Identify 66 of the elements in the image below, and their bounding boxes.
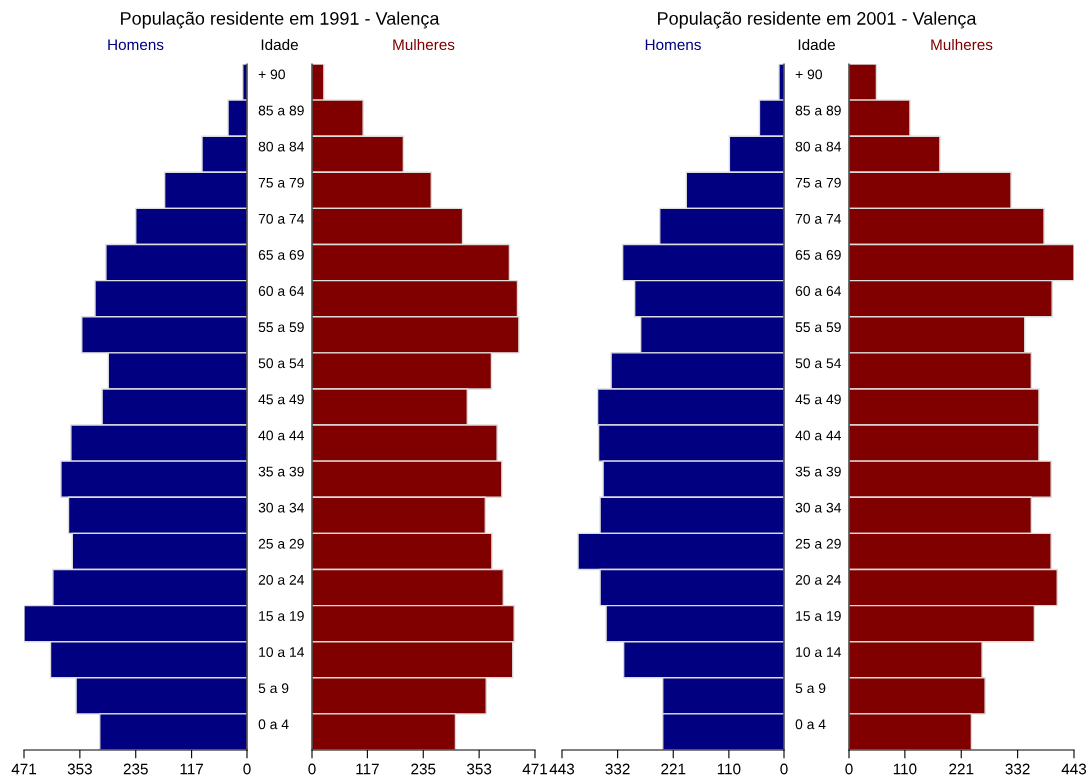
y-tick-label: 60 a 64	[795, 286, 842, 296]
text: Mulheres	[393, 38, 455, 51]
x-tick-label: 443	[549, 763, 575, 775]
y-tick-label: 50 a 54	[258, 358, 305, 369]
x-tick-label: 0	[780, 763, 788, 775]
x-tick-label: 235	[123, 763, 148, 775]
x-tick-label: 110	[717, 763, 741, 775]
text: Homens	[645, 39, 701, 51]
x-tick-label: 0	[308, 763, 316, 775]
x-tick-label: 471	[11, 763, 36, 775]
chart-title: População residente em 2001 - Valença	[658, 11, 977, 29]
y-tick-label: 20 a 24	[795, 574, 842, 585]
y-tick-label: 25 a 29	[258, 538, 304, 549]
y-tick-label: 85 a 89	[258, 105, 304, 116]
y-tick-label: 20 a 24	[258, 574, 305, 585]
y-tick-label: 75 a 79	[795, 177, 841, 188]
text: Mulheres	[931, 38, 993, 51]
y-tick-label: 65 a 69	[795, 250, 841, 260]
y-tick-label: 25 a 29	[795, 538, 841, 549]
y-tick-label: 10 a 14	[796, 647, 842, 657]
y-tick-label: 45 a 49	[258, 394, 304, 405]
x-tick-label: 443	[1061, 763, 1087, 775]
y-tick-label: 40 a 44	[795, 430, 842, 441]
y-tick-label: 30 a 34	[258, 502, 305, 513]
y-axis-title: Idade	[261, 38, 298, 51]
y-tick-label: 65 a 69	[258, 250, 304, 260]
y-tick-label: 80 a 84	[795, 141, 842, 152]
y-tick-label: 0 a 4	[258, 719, 289, 730]
y-tick-label: 0 a 4	[795, 719, 826, 730]
y-tick-label: + 90	[258, 69, 285, 80]
y-tick-label: 55 a 59	[795, 322, 841, 333]
chart-title: População residente em 1991 - Valença	[121, 11, 440, 29]
y-tick-label: 15 a 19	[259, 611, 304, 621]
x-tick-label: 0	[845, 763, 853, 775]
y-tick-label: 70 a 74	[258, 213, 305, 224]
x-tick-label: 235	[411, 763, 436, 775]
y-tick-label: 35 a 39	[258, 466, 304, 477]
text: Homens	[108, 39, 164, 51]
x-tick-label: 0	[243, 763, 251, 775]
y-tick-label: 5 a 9	[795, 683, 826, 694]
x-tick-label: 110	[893, 763, 917, 775]
y-tick-label: 30 a 34	[795, 502, 842, 513]
y-tick-label: 40 a 44	[258, 430, 305, 441]
x-tick-label: 332	[605, 763, 630, 775]
x-tick-label: 117	[180, 763, 204, 775]
y-tick-label: 10 a 14	[259, 647, 305, 657]
x-tick-label: 353	[67, 763, 92, 775]
y-tick-label: 45 a 49	[795, 394, 841, 405]
y-tick-label: 85 a 89	[795, 105, 841, 116]
x-tick-label: 221	[949, 763, 974, 775]
y-tick-label: 70 a 74	[795, 213, 842, 224]
y-axis-title: Idade	[798, 38, 835, 51]
x-tick-label: 353	[466, 763, 492, 775]
y-tick-label: 5 a 9	[258, 683, 289, 694]
y-tick-label: + 90	[795, 69, 822, 80]
x-tick-label: 471	[522, 763, 547, 775]
y-tick-label: 50 a 54	[795, 358, 842, 369]
x-tick-label: 221	[661, 763, 686, 775]
y-tick-label: 75 a 79	[258, 177, 304, 188]
x-tick-label: 332	[1005, 763, 1030, 775]
y-tick-label: 35 a 39	[795, 466, 841, 477]
y-tick-label: 80 a 84	[258, 141, 305, 152]
y-tick-label: 60 a 64	[258, 286, 305, 296]
x-tick-label: 117	[356, 763, 379, 775]
y-tick-label: 15 a 19	[796, 611, 841, 621]
y-tick-label: 55 a 59	[258, 322, 304, 333]
